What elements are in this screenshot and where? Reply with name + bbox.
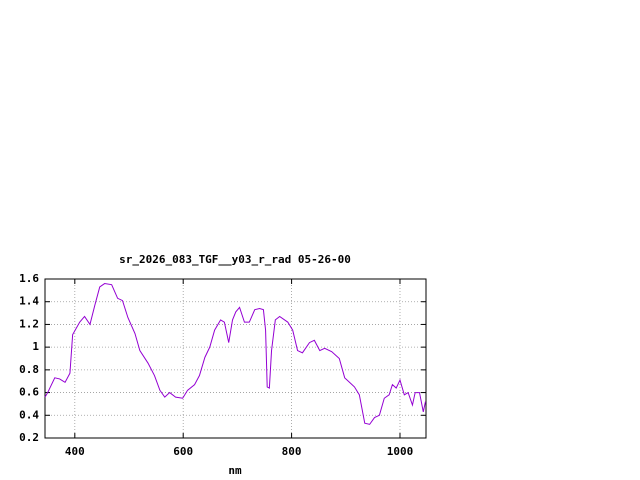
- x-axis-label: nm: [228, 464, 242, 477]
- y-tick-label: 1.2: [19, 317, 39, 330]
- data-line: [44, 283, 426, 425]
- x-tick-label: 1000: [387, 445, 414, 458]
- y-tick-label: 1.4: [19, 295, 39, 308]
- y-tick-label: 1: [32, 340, 39, 353]
- chart-title: sr_2026_083_TGF__y03_r_rad 05-26-00: [119, 253, 351, 266]
- y-tick-label: 0.4: [19, 408, 39, 421]
- plot-frame: [44, 278, 427, 439]
- x-tick-label: 800: [282, 445, 302, 458]
- y-tick-label: 0.6: [19, 386, 39, 399]
- x-tick-label: 400: [65, 445, 85, 458]
- y-tick-label: 0.8: [19, 363, 39, 376]
- y-tick-label: 1.6: [19, 272, 39, 285]
- y-tick-label: 0.2: [19, 431, 39, 444]
- x-tick-label: 600: [173, 445, 193, 458]
